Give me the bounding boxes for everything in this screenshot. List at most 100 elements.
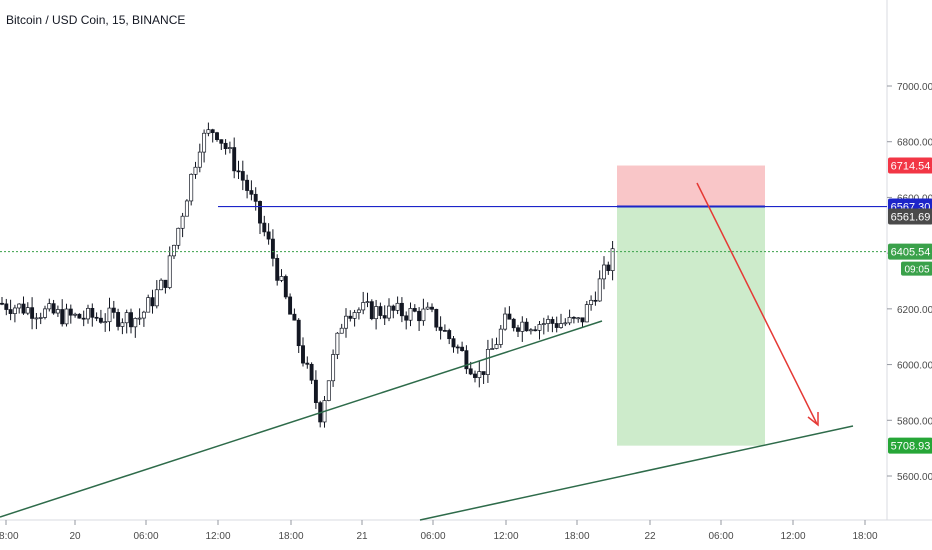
candle-body <box>447 330 452 340</box>
time-tick-label: 06:00 <box>133 531 158 542</box>
candle-body <box>481 371 486 375</box>
price-tick-label: 6800.00 <box>897 138 932 149</box>
candle-body <box>60 309 65 325</box>
candle-body <box>533 329 538 332</box>
candle-body <box>17 303 22 309</box>
candle-body <box>442 330 447 332</box>
candle-body <box>541 323 546 325</box>
candle-body <box>468 368 473 375</box>
candle-body <box>399 302 404 317</box>
candle-body <box>485 348 490 375</box>
candle-body <box>227 147 232 150</box>
price-tick-label: 7000.00 <box>897 82 932 93</box>
candle-body <box>301 345 305 364</box>
candle-body <box>55 309 60 314</box>
candle-body <box>602 264 606 280</box>
candle-body <box>374 306 379 320</box>
candle-body <box>434 308 439 328</box>
candle-body <box>68 308 73 316</box>
candle-body <box>524 321 529 332</box>
candle-body <box>571 316 576 319</box>
candle-body <box>580 317 585 323</box>
candle-body <box>90 307 95 318</box>
projection-arrow[interactable] <box>696 182 818 425</box>
support-trendline-upper[interactable] <box>0 320 603 518</box>
candle-body <box>116 312 121 327</box>
candle-body <box>206 129 211 134</box>
price-tick-label: 5600.00 <box>897 472 932 483</box>
candle-body <box>516 327 520 332</box>
candle-body <box>12 307 17 314</box>
candle-body <box>365 301 370 303</box>
candle-body <box>86 307 90 320</box>
candle-body <box>4 303 9 310</box>
stop-loss-zone[interactable] <box>617 165 765 207</box>
countdown-label: 09:05 <box>901 261 932 276</box>
candle-body <box>258 201 262 224</box>
price-tick-label: 6200.00 <box>897 305 932 316</box>
candle-body <box>210 129 215 134</box>
candle-body <box>34 317 39 320</box>
time-axis[interactable]: 18:00 20 06:00 12:00 18:00 21 06:00 12:00 18:00 2… <box>0 520 878 542</box>
candle-body <box>21 303 26 314</box>
candle-body <box>352 312 357 319</box>
candle-body <box>498 328 503 345</box>
candle-body <box>94 316 99 319</box>
candle-body <box>180 215 185 229</box>
candle-body <box>520 321 525 332</box>
candle-body <box>507 313 512 320</box>
candle-body <box>219 139 224 144</box>
svg-text:09:05: 09:05 <box>904 265 929 276</box>
candle-body <box>176 227 181 246</box>
candle-body <box>455 346 460 349</box>
candle-body <box>421 308 426 322</box>
candle-body <box>73 313 78 316</box>
candle-body <box>154 289 159 307</box>
candle-body <box>438 326 443 331</box>
candle-body <box>266 231 271 240</box>
take-profit-zone[interactable] <box>617 206 765 446</box>
candle-body <box>77 313 82 319</box>
candle-body <box>296 319 301 347</box>
candle-body <box>559 323 563 328</box>
stop-price-label: 6714.54 <box>888 157 932 174</box>
candle-body <box>124 312 129 324</box>
high-price-label: 6561.69 <box>888 208 932 225</box>
candle-body <box>189 173 194 202</box>
candle-body <box>451 338 456 348</box>
candlestick-series <box>0 122 615 428</box>
candle-body <box>167 255 172 288</box>
candle-body <box>503 313 508 330</box>
candle-body <box>38 317 43 319</box>
candle-body <box>404 315 409 321</box>
candle-body <box>240 171 245 181</box>
candle-body <box>361 302 366 311</box>
candle-body <box>391 305 396 311</box>
candle-body <box>537 324 542 331</box>
candle-body <box>275 258 280 281</box>
candle-body <box>563 322 568 325</box>
svg-text:6561.69: 6561.69 <box>891 211 931 223</box>
candle-body <box>395 302 400 311</box>
candle-body <box>348 315 353 319</box>
candle-body <box>279 276 284 281</box>
candle-body <box>146 297 151 313</box>
time-tick-label: 12:00 <box>493 531 518 542</box>
support-trendline-lower[interactable] <box>419 425 854 521</box>
candle-body <box>197 151 202 168</box>
candle-body <box>25 307 30 314</box>
price-tick-label: 6000.00 <box>897 361 932 372</box>
candle-body <box>137 317 142 320</box>
candle-body <box>593 299 598 302</box>
candle-body <box>249 190 254 195</box>
candle-body <box>576 317 581 320</box>
candle-body <box>103 321 108 324</box>
candle-body <box>283 276 288 298</box>
price-axis[interactable]: 7000.006800.006600.006400.006200.006000.… <box>887 82 932 483</box>
candle-body <box>141 311 146 319</box>
candle-body <box>288 296 293 315</box>
time-tick-label: 20 <box>69 531 81 542</box>
candle-body <box>528 329 533 332</box>
candle-body <box>473 373 477 378</box>
